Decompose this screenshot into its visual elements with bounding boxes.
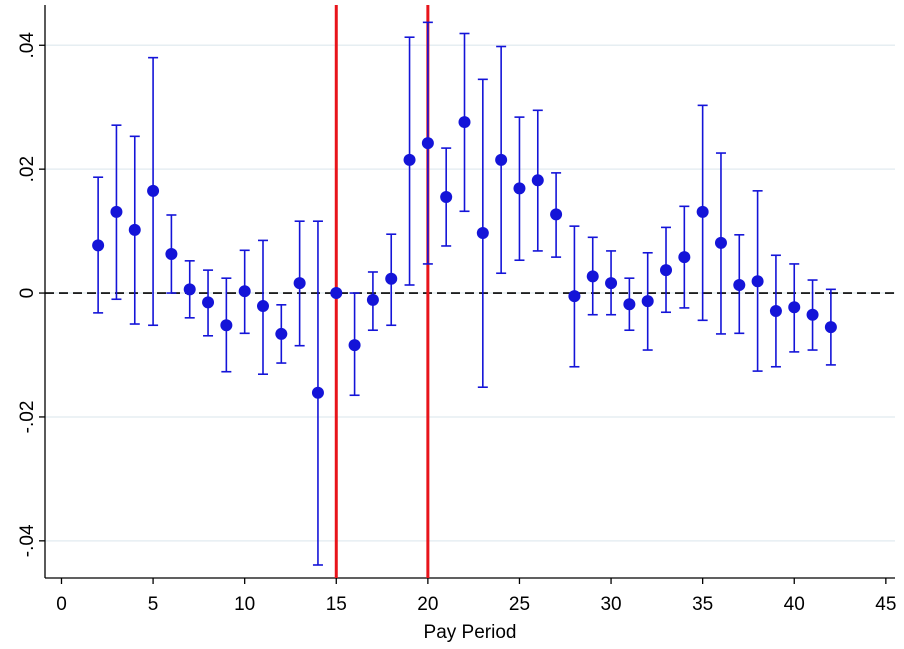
point: [330, 287, 343, 300]
point: [769, 305, 782, 318]
point: [714, 236, 727, 249]
point: [183, 283, 196, 296]
point: [495, 153, 508, 166]
x-tick-label: 25: [509, 594, 530, 615]
point: [403, 153, 416, 166]
point: [165, 248, 178, 261]
point: [385, 272, 398, 285]
x-tick-label: 5: [148, 594, 159, 615]
x-tick-label: 45: [875, 594, 896, 615]
x-tick-label: 20: [417, 594, 438, 615]
point: [678, 251, 691, 264]
point: [238, 285, 251, 298]
y-tick-label: -.02: [17, 401, 38, 434]
point: [733, 278, 746, 291]
point: [531, 174, 544, 187]
point: [476, 226, 489, 239]
point: [605, 277, 618, 290]
y-tick-label: .02: [17, 156, 38, 182]
point: [92, 239, 105, 252]
point: [806, 308, 819, 321]
x-axis-label: Pay Period: [424, 622, 517, 643]
point: [440, 191, 453, 204]
point: [586, 270, 599, 283]
y-tick-label: .04: [17, 32, 38, 59]
point: [696, 205, 709, 218]
point: [751, 275, 764, 288]
point: [128, 223, 141, 236]
point: [275, 327, 288, 340]
point: [348, 339, 361, 352]
x-tick-label: 30: [600, 594, 621, 615]
x-tick-label: 15: [326, 594, 347, 615]
x-tick-label: 35: [692, 594, 713, 615]
point: [220, 319, 233, 332]
point: [147, 184, 160, 197]
point: [550, 208, 563, 221]
point: [421, 137, 434, 150]
point: [458, 116, 471, 129]
x-tick-label: 10: [234, 594, 255, 615]
point: [660, 264, 673, 277]
point: [788, 301, 801, 314]
point: [641, 295, 654, 308]
point: [311, 386, 324, 399]
point: [366, 293, 379, 306]
point: [513, 182, 526, 195]
x-tick-label: 40: [784, 594, 805, 615]
y-tick-label: 0: [17, 288, 38, 299]
y-tick-label: -.04: [17, 524, 38, 557]
point: [568, 290, 581, 303]
point: [824, 321, 837, 334]
point: [110, 205, 123, 218]
point: [623, 298, 636, 311]
point: [293, 277, 306, 290]
point: [202, 296, 215, 309]
point: [256, 300, 269, 313]
x-tick-label: 0: [56, 594, 67, 615]
